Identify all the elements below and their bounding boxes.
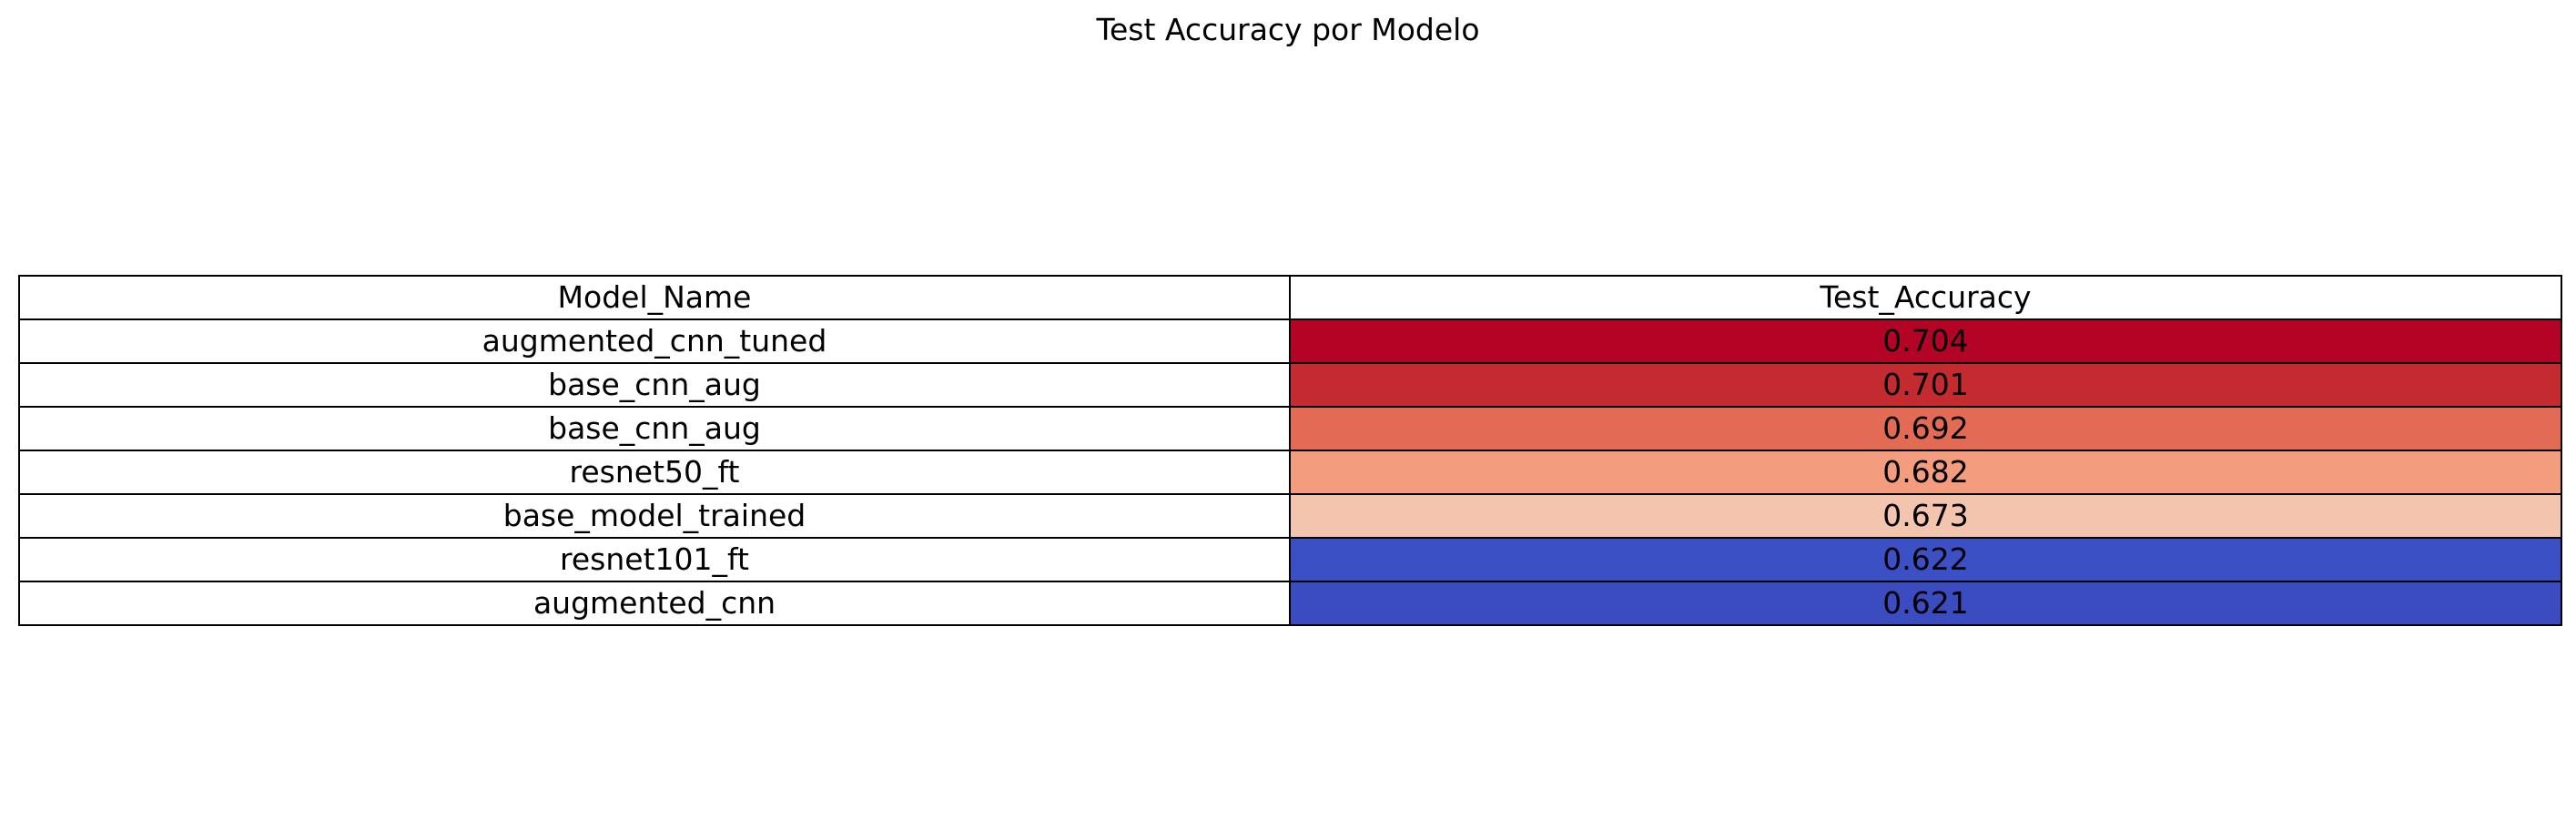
accuracy-cell: 0.704 [1289,318,2562,364]
accuracy-cell: 0.622 [1289,537,2562,582]
model-name-cell: base_cnn_aug [18,406,1291,451]
column-header-test-accuracy: Test_Accuracy [1289,275,2562,320]
table-row: base_model_trained 0.673 [18,493,2562,539]
accuracy-table: Model_Name Test_Accuracy augmented_cnn_t… [18,275,2562,626]
table-row: resnet50_ft 0.682 [18,450,2562,495]
table-row: augmented_cnn_tuned 0.704 [18,318,2562,364]
model-name-cell: base_model_trained [18,493,1291,539]
table-header-row: Model_Name Test_Accuracy [18,275,2562,320]
model-name-cell: augmented_cnn_tuned [18,318,1291,364]
chart-title: Test Accuracy por Modelo [1096,12,1480,47]
table-row: base_cnn_aug 0.701 [18,362,2562,408]
accuracy-cell: 0.701 [1289,362,2562,408]
table-row: resnet101_ft 0.622 [18,537,2562,582]
table-row: base_cnn_aug 0.692 [18,406,2562,451]
accuracy-cell: 0.692 [1289,406,2562,451]
model-name-cell: augmented_cnn [18,581,1291,626]
accuracy-cell: 0.621 [1289,581,2562,626]
accuracy-cell: 0.682 [1289,450,2562,495]
model-name-cell: resnet101_ft [18,537,1291,582]
accuracy-cell: 0.673 [1289,493,2562,539]
column-header-model-name: Model_Name [18,275,1291,320]
model-name-cell: base_cnn_aug [18,362,1291,408]
table-row: augmented_cnn 0.621 [18,581,2562,626]
model-name-cell: resnet50_ft [18,450,1291,495]
